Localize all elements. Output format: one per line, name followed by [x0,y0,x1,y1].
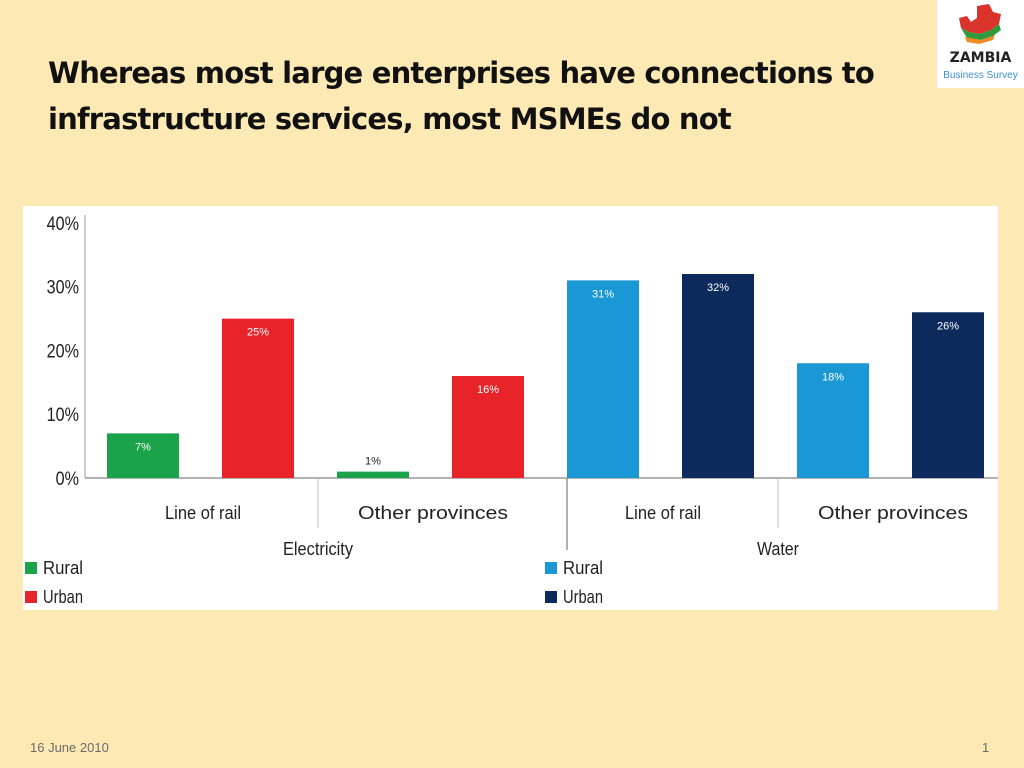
category-label: Other provinces [358,503,508,523]
legend-label: Rural [43,558,83,578]
data-label: 26% [937,320,959,332]
data-label: 31% [592,288,614,300]
bar-electricity-urban [452,376,524,478]
category-label: Line of rail [625,503,701,523]
logo-word: ZAMBIA [949,50,1012,66]
legend-label: Urban [563,587,603,607]
bar-water-urban [912,312,984,478]
legend-label: Urban [43,587,83,607]
zambia-logo: ZAMBIA Business Survey [937,0,1024,88]
data-label: 7% [135,441,151,453]
data-label: 1% [365,456,381,468]
y-tick-label: 40% [47,213,80,235]
bar-electricity-rural [107,433,179,478]
y-tick-label: 30% [47,277,80,299]
category-label: Line of rail [165,503,241,523]
legend-swatch [25,591,37,603]
y-tick-label: 20% [47,340,80,362]
logo-subtitle: Business Survey [943,70,1018,81]
zambia-map-icon [959,4,1001,44]
chart-panel: 0% 10% 20% 30% 40% 7% 25% Line of rail 1% 16% Othe… [23,206,998,610]
bar-chart: 0% 10% 20% 30% 40% 7% 25% Line of rail 1% 16% Othe… [25,213,998,607]
y-tick-label: 0% [56,468,80,490]
bar-water-rural [797,363,869,478]
legend-swatch [25,562,37,574]
legend-swatch [545,562,557,574]
data-label: 32% [707,282,729,294]
legend-label: Rural [563,558,603,578]
bar-water-rural [567,280,639,478]
legend-swatch [545,591,557,603]
data-label: 25% [247,327,269,339]
data-label: 18% [822,371,844,383]
bar-electricity-urban [222,318,294,478]
group-label: Electricity [283,539,353,559]
bar-water-urban [682,274,754,478]
group-label: Water [757,539,799,559]
data-label: 16% [477,384,499,396]
bar-electricity-rural [337,471,409,478]
category-label: Other provinces [818,503,968,523]
y-tick-label: 10% [47,404,80,426]
slide-title: Whereas most large enterprises have conn… [48,56,875,136]
page-number: 1 [982,740,990,755]
footer-date: 16 June 2010 [30,740,109,755]
